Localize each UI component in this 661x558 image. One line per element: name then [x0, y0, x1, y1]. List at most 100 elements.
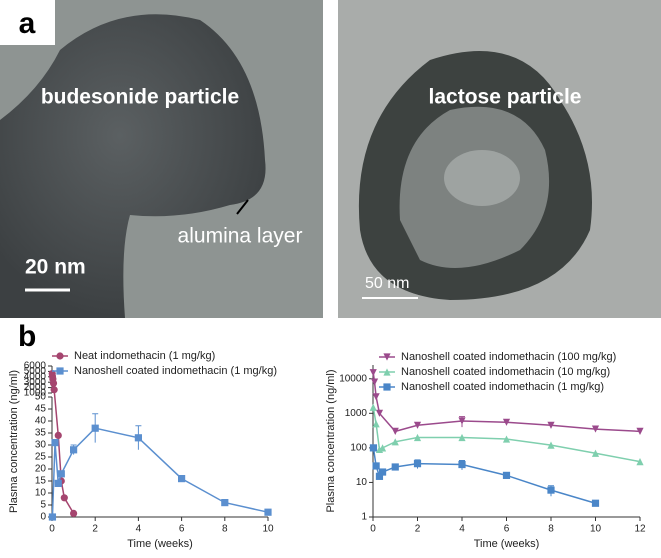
marker	[221, 499, 229, 507]
y-axis-label: Plasma concentration (ng/ml)	[8, 370, 20, 513]
y-tick-label: 2000	[24, 382, 47, 393]
marker	[591, 425, 600, 433]
marker	[547, 441, 555, 449]
x-tick-label: 4	[459, 524, 465, 535]
marker	[375, 409, 384, 417]
marker	[391, 438, 399, 446]
image-label: budesonide particle	[41, 86, 239, 109]
marker	[502, 418, 511, 426]
marker	[378, 468, 387, 476]
x-axis-label: Time (weeks)	[127, 538, 193, 550]
y-tick-label: 1000	[24, 388, 47, 399]
y-tick-label: 6000	[24, 361, 47, 372]
arrow	[236, 199, 249, 215]
marker	[372, 462, 380, 470]
marker	[178, 475, 186, 483]
y-tick-label: 40	[35, 416, 47, 427]
marker	[369, 403, 377, 411]
panel-label: b	[18, 320, 36, 353]
legend-label: Neat indomethacin (1 mg/kg)	[74, 350, 215, 362]
y-tick-label: 1000	[345, 408, 368, 419]
marker	[413, 421, 422, 429]
y-tick-label: 45	[35, 404, 47, 415]
x-tick-label: 2	[415, 524, 421, 535]
marker	[391, 427, 399, 435]
marker	[502, 471, 511, 479]
scale-bar-label: 50 nm	[365, 275, 409, 292]
marker	[591, 499, 600, 507]
marker	[264, 508, 272, 516]
legend-label: Nanoshell coated indomethacin (100 mg/kg…	[401, 351, 616, 363]
marker	[54, 479, 62, 487]
marker	[636, 427, 644, 435]
marker	[547, 486, 555, 494]
legend-label: Nanoshell coated indomethacin (10 mg/kg)	[401, 366, 610, 378]
particle	[0, 14, 266, 319]
marker	[70, 446, 78, 454]
marker	[391, 463, 399, 471]
series-line	[372, 407, 641, 463]
y-tick-label: 10	[35, 488, 47, 499]
marker	[458, 433, 466, 442]
marker	[49, 379, 58, 387]
x-tick-label: 10	[262, 524, 274, 535]
legend-marker	[56, 367, 64, 375]
y-tick-label: 4000	[24, 371, 47, 382]
marker	[48, 513, 57, 521]
x-axis-label: Time (weeks)	[474, 538, 540, 550]
y-tick-label: 10000	[339, 373, 367, 384]
marker	[51, 439, 59, 447]
image-label: lactose particle	[429, 86, 582, 109]
x-tick-label: 12	[634, 524, 646, 535]
scale-bar-label: 20 nm	[25, 256, 86, 279]
y-axis-label: Plasma concentration (ng/ml)	[325, 369, 337, 512]
legend-marker	[383, 368, 391, 376]
marker	[134, 434, 142, 442]
x-tick-label: 8	[548, 524, 554, 535]
y-tick-label: 0	[40, 512, 46, 523]
particle-hole	[444, 150, 520, 206]
legend-label: Nanoshell coated indomethacin (1 mg/kg)	[74, 365, 277, 377]
x-tick-label: 4	[136, 524, 142, 535]
x-tick-label: 2	[92, 524, 98, 535]
marker	[370, 378, 379, 386]
marker	[591, 449, 600, 457]
marker	[502, 435, 511, 443]
marker	[413, 460, 422, 468]
legend-marker	[383, 383, 391, 391]
marker	[458, 417, 466, 425]
y-tick-label: 5000	[24, 366, 47, 377]
marker	[636, 458, 644, 466]
marker	[70, 509, 78, 517]
y-tick-label: 5	[40, 500, 46, 511]
x-tick-label: 6	[179, 524, 185, 535]
legend-marker	[383, 353, 391, 361]
x-tick-label: 8	[222, 524, 228, 535]
marker	[91, 424, 99, 432]
marker	[60, 494, 68, 502]
marker	[369, 444, 378, 452]
panel-label: a	[19, 7, 36, 40]
marker	[378, 444, 387, 452]
y-tick-label: 15	[35, 476, 47, 487]
x-tick-label: 6	[504, 524, 510, 535]
marker	[547, 421, 555, 429]
x-tick-label: 0	[49, 524, 55, 535]
series-line	[372, 447, 596, 504]
y-tick-label: 30	[35, 440, 47, 451]
marker	[372, 420, 380, 428]
y-tick-label: 10	[356, 477, 368, 488]
y-tick-label: 1	[361, 512, 367, 523]
y-tick-label: 100	[350, 443, 367, 454]
legend-marker	[56, 352, 64, 360]
x-tick-label: 10	[590, 524, 602, 535]
marker	[458, 460, 466, 469]
image-label: alumina layer	[178, 225, 303, 248]
label-box	[0, 0, 55, 45]
series-line	[51, 427, 269, 518]
y-tick-label: 20	[35, 464, 47, 475]
y-tick-label: 35	[35, 428, 47, 439]
marker	[50, 386, 58, 394]
